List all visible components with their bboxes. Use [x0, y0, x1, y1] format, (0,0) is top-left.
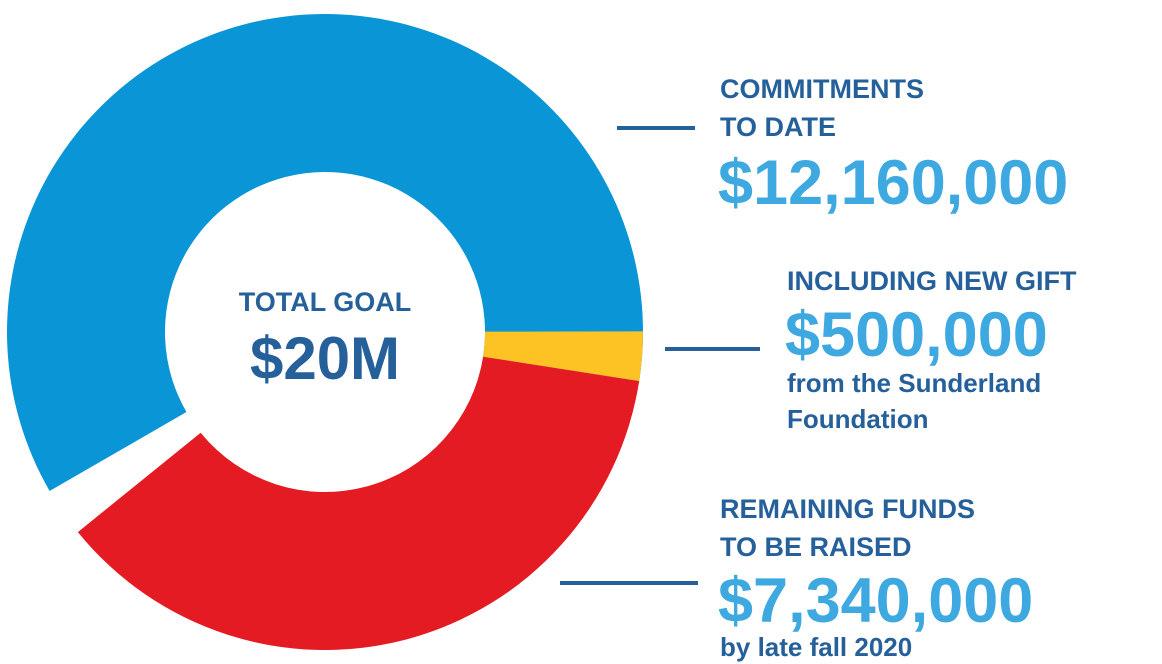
donut-slice [483, 331, 643, 382]
center-title: TOTAL GOAL [239, 287, 412, 317]
label: INCLUDING NEW GIFT [787, 266, 1077, 296]
value-label: $7,340,000 [718, 566, 1033, 636]
donut-slice [77, 356, 640, 650]
label: TO BE RAISED [720, 532, 912, 562]
value-label: $500,000 [785, 300, 1048, 370]
label: COMMITMENTS [720, 74, 924, 104]
note: Foundation [787, 404, 929, 434]
value-label: $12,160,000 [718, 148, 1068, 218]
donut [7, 14, 644, 650]
label: TO DATE [720, 112, 836, 142]
note: from the Sunderland [787, 368, 1041, 398]
donut-slice [7, 14, 644, 492]
total-label: $20M [250, 325, 400, 392]
note: by late fall 2020 [720, 632, 912, 662]
label: REMAINING FUNDS [720, 494, 975, 524]
